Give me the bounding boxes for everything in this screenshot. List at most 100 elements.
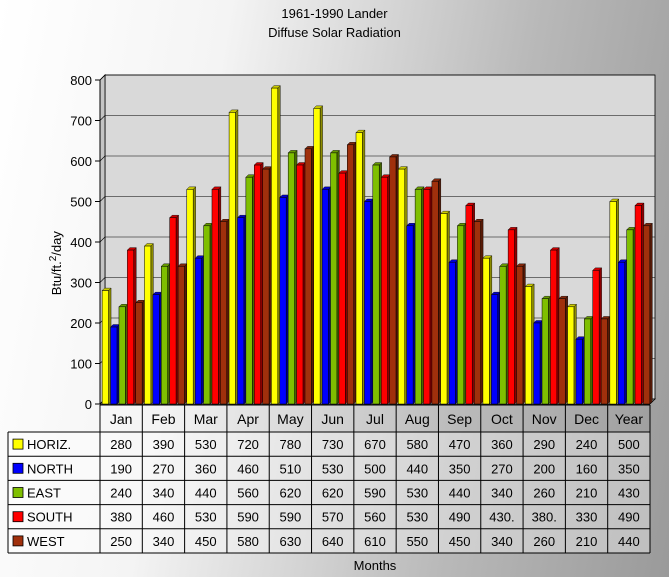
data-table-cell: 260 xyxy=(533,486,555,501)
data-table-cell: 340 xyxy=(153,534,175,549)
data-table-cell: 380. xyxy=(532,510,557,525)
data-table-cell: 730 xyxy=(322,437,344,452)
bar xyxy=(507,229,515,405)
bar xyxy=(110,326,118,405)
legend-swatch xyxy=(12,487,24,498)
data-table-cell: 250 xyxy=(110,534,132,549)
data-table-cell: 380 xyxy=(110,510,132,525)
bar xyxy=(533,322,541,405)
data-table-cell: 440 xyxy=(618,534,640,549)
data-table-cell: 200 xyxy=(533,461,555,476)
bar xyxy=(440,213,448,405)
legend-label: NORTH xyxy=(27,461,73,476)
y-tick-label: 200 xyxy=(70,316,92,331)
bar xyxy=(423,189,431,405)
bar xyxy=(398,168,405,405)
data-table-cell: 570 xyxy=(322,510,344,525)
bar xyxy=(203,225,211,405)
bar xyxy=(609,201,617,405)
bar xyxy=(567,306,575,405)
bar xyxy=(550,249,558,405)
data-table-cell: 340 xyxy=(491,534,513,549)
bar xyxy=(262,168,270,405)
x-tick-label: May xyxy=(277,411,303,427)
bar xyxy=(330,152,338,405)
data-table-cell: 240 xyxy=(576,437,598,452)
legend-swatch xyxy=(12,511,24,523)
x-tick-label: Jul xyxy=(366,411,384,427)
data-table-cell: 510 xyxy=(280,461,302,476)
data-table-cell: 210 xyxy=(576,534,598,549)
data-table-cell: 450 xyxy=(195,534,217,549)
data-table-cell: 450 xyxy=(449,534,471,549)
bar xyxy=(516,266,524,405)
chart-subtitle: Diffuse Solar Radiation xyxy=(268,25,401,40)
data-table-cell: 160 xyxy=(576,461,598,476)
data-table-cell: 350 xyxy=(618,461,640,476)
bar xyxy=(220,221,228,405)
gridline-depth xyxy=(99,155,106,162)
data-table-cell: 620 xyxy=(280,486,302,501)
bar xyxy=(491,294,498,405)
x-tick-label: Aug xyxy=(405,411,430,427)
bar xyxy=(338,172,346,405)
chart-title: 1961-1990 Lander xyxy=(281,6,388,21)
data-table-cell: 670 xyxy=(364,437,386,452)
bar xyxy=(499,266,507,405)
data-table-cell: 190 xyxy=(110,461,132,476)
data-table-cell: 280 xyxy=(110,437,132,452)
bar xyxy=(169,217,177,405)
bar xyxy=(406,225,414,405)
bar xyxy=(414,189,422,405)
bar xyxy=(457,225,465,405)
x-tick-label: Feb xyxy=(151,411,175,427)
legend-label: WEST xyxy=(27,534,65,549)
bar xyxy=(643,225,651,405)
data-table-cell: 360 xyxy=(195,461,217,476)
data-table-cell: 580 xyxy=(406,437,428,452)
data-table-cell: 240 xyxy=(110,486,132,501)
data-table-cell: 210 xyxy=(576,486,598,501)
legend-label: HORIZ. xyxy=(27,437,71,452)
data-table-cell: 500 xyxy=(364,461,386,476)
data-table-cell: 580 xyxy=(237,534,259,549)
data-table-cell: 340 xyxy=(153,486,175,501)
x-tick-label: Apr xyxy=(237,411,259,427)
x-tick-label: Year xyxy=(615,411,644,427)
data-table-cell: 560 xyxy=(237,486,259,501)
gridline-depth xyxy=(99,277,106,283)
y-tick-label: 100 xyxy=(70,357,92,372)
data-table-cell: 390 xyxy=(153,437,175,452)
gridline-depth xyxy=(99,196,106,202)
legend-swatch xyxy=(12,535,24,547)
bar xyxy=(617,262,625,405)
data-table-cell: 350 xyxy=(449,461,471,476)
data-table-cell: 530 xyxy=(406,510,428,525)
bar xyxy=(465,205,473,405)
bar xyxy=(482,257,490,405)
bar xyxy=(177,266,185,405)
bar xyxy=(364,201,372,405)
bar xyxy=(118,306,126,405)
bar xyxy=(473,221,481,405)
data-table-cell: 490 xyxy=(618,510,640,525)
data-table-cell: 360 xyxy=(491,437,513,452)
data-table-cell: 430. xyxy=(489,510,514,525)
data-table-cell: 330 xyxy=(576,510,598,525)
bar xyxy=(228,112,236,405)
bar xyxy=(524,286,532,405)
data-table-cell: 610 xyxy=(364,534,386,549)
x-tick-label: Oct xyxy=(491,411,513,427)
data-table-cell: 550 xyxy=(406,534,428,549)
legend-swatch xyxy=(12,438,24,450)
bar xyxy=(347,144,354,405)
data-table-cell: 460 xyxy=(237,461,259,476)
bar xyxy=(321,189,329,405)
x-tick-label: Mar xyxy=(194,411,218,427)
bar xyxy=(626,229,634,405)
data-table-cell: 590 xyxy=(364,486,386,501)
data-table-cell: 440 xyxy=(195,486,217,501)
data-table-cell: 530 xyxy=(195,510,217,525)
bar xyxy=(161,266,168,405)
bar xyxy=(194,257,202,405)
